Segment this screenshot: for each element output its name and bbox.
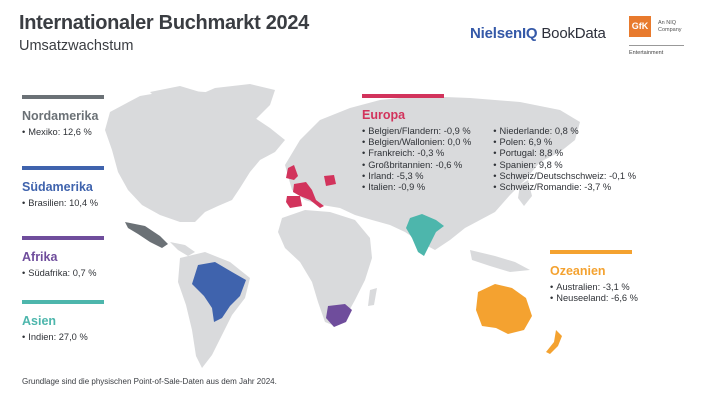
region-afrika: Afrika Südafrika: 0,7 %: [22, 236, 104, 279]
country-south-africa: [326, 304, 352, 327]
nielseniq-logo-text: NielsenIQ: [470, 25, 538, 42]
land-central-america: [170, 242, 195, 256]
list-item: Schweiz/Romandie: -3,7 %: [493, 182, 636, 193]
country-australia: [476, 284, 532, 334]
list-item: Australien: -3,1 %: [550, 282, 638, 293]
country-mexico: [125, 222, 168, 248]
region-title: Asien: [22, 314, 57, 328]
list-item: Italien: -0,9 %: [362, 182, 471, 193]
land-greenland: [192, 84, 275, 130]
region-list: Indien: 27,0 %: [22, 332, 104, 343]
gfk-tagline: An NIQ Company: [658, 20, 682, 33]
region-suedamerika: Südamerika Brasilien: 10,4 %: [22, 166, 104, 209]
list-item: Belgien/Flandern: -0,9 %: [362, 126, 471, 137]
region-bar: [22, 300, 104, 304]
list-item: Belgien/Wallonien: 0,0 %: [362, 137, 471, 148]
list-item: Mexiko: 12,6 %: [22, 127, 104, 138]
region-bar: [22, 236, 104, 240]
land-madagascar: [368, 288, 377, 306]
region-list: Mexiko: 12,6 %: [22, 127, 104, 138]
list-item: Polen: 6,9 %: [493, 137, 636, 148]
page-title: Internationaler Buchmarkt 2024: [19, 12, 309, 34]
country-poland: [324, 175, 336, 186]
region-bar: [362, 94, 444, 98]
list-item: Großbritannien: -0,6 %: [362, 160, 471, 171]
bookdata-logo-text: BookData: [537, 25, 606, 42]
land-arctic-islands: [150, 86, 200, 102]
nielseniq-bookdata-logo: NielsenIQ BookData: [470, 25, 606, 42]
land-se-asia: [470, 250, 530, 272]
footnote: Grundlage sind die physischen Point-of-S…: [22, 377, 277, 386]
region-list: Australien: -3,1 % Neuseeland: -6,6 %: [550, 282, 638, 304]
region-bar: [550, 250, 632, 254]
region-title: Europa: [362, 108, 406, 122]
list-item: Südafrika: 0,7 %: [22, 268, 104, 279]
region-asien: Asien Indien: 27,0 %: [22, 300, 104, 343]
country-france-benelux-switzerland-italy: [293, 182, 324, 208]
region-list: Brasilien: 10,4 %: [22, 198, 104, 209]
region-europa: Europa Belgien/Flandern: -0,9 % Belgien/…: [362, 94, 636, 193]
list-item: Spanien: 9,8 %: [493, 160, 636, 171]
europe-highlighted-countries: [286, 165, 336, 208]
region-bar: [22, 166, 104, 170]
region-title: Afrika: [22, 250, 58, 264]
region-title: Südamerika: [22, 180, 93, 194]
region-title: Nordamerika: [22, 109, 99, 123]
country-india: [406, 214, 444, 256]
gfk-divider: [629, 45, 684, 46]
europe-columns: Belgien/Flandern: -0,9 % Belgien/Walloni…: [362, 126, 636, 193]
country-uk-ireland: [286, 165, 298, 180]
region-list-col2: Niederlande: 0,8 % Polen: 6,9 % Portugal…: [493, 126, 636, 193]
list-item: Neuseeland: -6,6 %: [550, 293, 638, 304]
country-spain-portugal: [286, 196, 302, 208]
list-item: Niederlande: 0,8 %: [493, 126, 636, 137]
land-africa: [278, 210, 372, 326]
list-item: Schweiz/Deutschschweiz: -0,1 %: [493, 171, 636, 182]
region-nordamerika: Nordamerika Mexiko: 12,6 %: [22, 95, 104, 138]
list-item: Frankreich: -0,3 %: [362, 148, 471, 159]
list-item: Portugal: 8,8 %: [493, 148, 636, 159]
gfk-logo: GfK: [629, 16, 651, 37]
region-bar: [22, 95, 104, 99]
list-item: Irland: -5,3 %: [362, 171, 471, 182]
page-subtitle: Umsatzwachstum: [19, 38, 134, 54]
list-item: Brasilien: 10,4 %: [22, 198, 104, 209]
region-ozeanien: Ozeanien Australien: -3,1 % Neuseeland: …: [550, 250, 638, 304]
list-item: Indien: 27,0 %: [22, 332, 104, 343]
region-list: Südafrika: 0,7 %: [22, 268, 104, 279]
region-list-col1: Belgien/Flandern: -0,9 % Belgien/Walloni…: [362, 126, 471, 193]
country-new-zealand: [546, 330, 562, 354]
gfk-division: Entertainment: [629, 50, 664, 56]
region-title: Ozeanien: [550, 264, 606, 278]
country-brazil: [192, 262, 246, 322]
